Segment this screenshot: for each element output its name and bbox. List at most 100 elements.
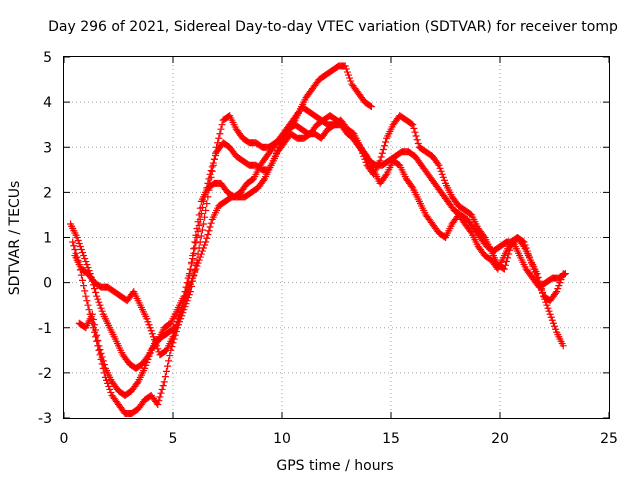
data-point-trace: [343, 68, 351, 76]
data-point-trace: [439, 173, 447, 181]
data-point-trace: [150, 336, 158, 344]
chart-title: Day 296 of 2021, Sidereal Day-to-day VTE…: [48, 19, 618, 35]
data-point-trace: [103, 376, 111, 384]
data-point-trace: [77, 246, 85, 254]
data-point-trace: [172, 321, 180, 329]
data-point-trace: [100, 361, 108, 369]
data-point-trace: [204, 230, 212, 238]
data-point-trace: [529, 262, 537, 270]
data-point-trace: [207, 219, 215, 227]
data-point-trace: [201, 241, 209, 249]
data-point-trace: [186, 280, 194, 288]
data-point-trace: [162, 367, 170, 375]
data-point-trace: [179, 301, 187, 309]
data-point-trace: [147, 327, 155, 335]
y-tick-label: 3: [43, 140, 52, 156]
x-axis-ticks: 0 5 10 15 20 25: [60, 57, 618, 447]
data-point-trace: [346, 74, 354, 82]
data-point-trace: [523, 247, 531, 255]
data-point-trace: [206, 223, 214, 231]
data-point-trace: [158, 385, 166, 393]
data-point: [520, 238, 528, 246]
data-point-trace: [521, 241, 529, 249]
data-point-trace: [204, 179, 212, 187]
data-point-trace: [209, 159, 217, 167]
data-point-trace: [107, 388, 115, 396]
data-point-trace: [505, 250, 513, 258]
plot-frame: [63, 56, 610, 419]
data-point-trace: [143, 358, 151, 366]
data-point-trace: [382, 138, 390, 146]
data-point-trace: [524, 250, 532, 258]
data-point-trace: [98, 353, 106, 361]
data-point-trace: [408, 120, 416, 128]
data-point: [176, 310, 184, 318]
data-point-trace: [519, 237, 527, 245]
data-point-trace: [83, 261, 91, 269]
data-point: [169, 333, 177, 341]
data-point-trace: [548, 316, 556, 324]
data-point-trace: [165, 357, 173, 365]
data-point-trace: [208, 163, 216, 171]
data-point-trace: [203, 184, 211, 192]
data-point-trace: [200, 244, 208, 252]
y-tick-label: -1: [38, 321, 52, 337]
data-point-trace: [215, 134, 223, 142]
data-point-trace: [197, 250, 205, 258]
data-point-trace: [154, 345, 162, 353]
x-tick-label: 0: [60, 431, 69, 447]
y-tick-label: 1: [43, 231, 52, 247]
data-point-trace: [551, 322, 558, 330]
data-point-trace: [183, 279, 191, 287]
data-point-trace: [377, 153, 385, 161]
data-point-trace: [217, 125, 225, 133]
data-point: [73, 234, 81, 241]
data-point-trace: [76, 243, 84, 251]
y-tick-label: 0: [43, 276, 52, 292]
data-point-trace: [218, 121, 226, 129]
data-point-trace: [380, 142, 388, 150]
y-axis-ticks: -3 -2 -1 0 1 2 3 4 5: [38, 50, 609, 427]
data-point-trace: [75, 240, 83, 248]
data-point-trace: [170, 329, 178, 337]
x-tick-label: 15: [382, 431, 400, 447]
data-point-trace: [74, 237, 82, 245]
data-point-trace: [414, 139, 422, 147]
data-point-trace: [190, 249, 198, 257]
data-point: [500, 265, 508, 273]
data-point-trace: [148, 330, 156, 338]
data-point-trace: [152, 339, 160, 347]
data-point-trace: [408, 182, 416, 190]
y-tick-label: 2: [43, 185, 52, 201]
data-point-trace: [161, 373, 169, 381]
data-point-trace: [178, 304, 186, 312]
data-point-trace: [146, 324, 154, 332]
data-point-trace: [94, 295, 102, 303]
x-tick-label: 10: [273, 431, 291, 447]
data-point-trace: [194, 259, 202, 267]
data-point-trace: [440, 176, 448, 184]
data-point-trace: [77, 271, 85, 279]
data-point-trace: [81, 287, 89, 295]
data-point: [182, 292, 190, 300]
data-point-trace: [501, 261, 509, 269]
data-point-trace: [84, 264, 92, 272]
data-point-trace: [216, 130, 224, 138]
data-point-trace: [544, 304, 552, 312]
data-point: [546, 310, 554, 318]
data-point-trace: [99, 357, 107, 365]
data-point-trace: [344, 71, 352, 79]
data-point-trace: [173, 318, 181, 326]
data-point-trace: [96, 346, 104, 354]
data-point-trace: [197, 209, 205, 217]
data-point: [341, 62, 349, 70]
data-point-trace: [530, 265, 538, 273]
data-point-trace: [89, 315, 97, 323]
data-point-trace: [164, 362, 172, 370]
data-point-trace: [146, 349, 154, 357]
data-point-trace: [412, 132, 420, 140]
data-point-trace: [155, 397, 163, 405]
data-point: [189, 274, 197, 282]
data-point-trace: [194, 227, 202, 235]
data-point: [141, 364, 149, 372]
